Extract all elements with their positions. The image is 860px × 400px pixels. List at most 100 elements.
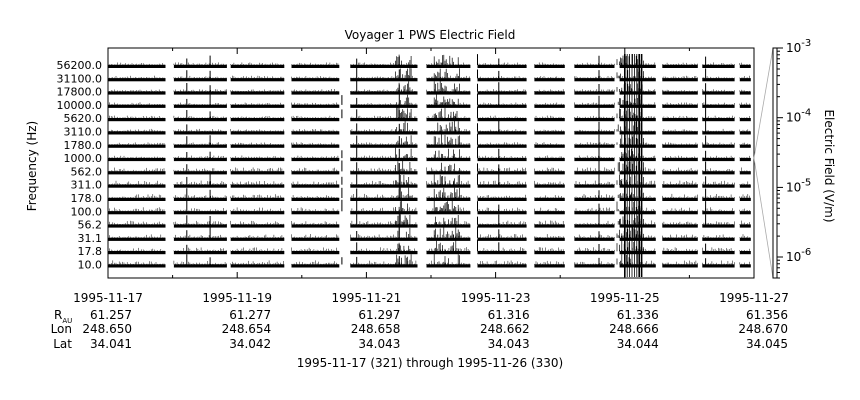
channel-strip (173, 91, 227, 95)
channel-noise (350, 207, 417, 212)
ephem-lat: 34.041 (90, 337, 132, 351)
colorbar-bar (772, 47, 778, 279)
channel-noise (173, 62, 227, 65)
channel-noise (662, 102, 698, 105)
channel-strip (619, 131, 656, 135)
channel-strip (230, 144, 285, 148)
channel-noise (426, 207, 470, 212)
channel-strip (534, 144, 565, 148)
ephem-lat: 34.043 (358, 337, 400, 351)
channel-noise (574, 167, 615, 172)
channel-noise (230, 167, 284, 172)
channel-strip (662, 197, 698, 201)
chart-title: Voyager 1 PWS Electric Field (345, 28, 516, 42)
channel-strip (702, 211, 735, 215)
channel-strip (108, 251, 166, 255)
channel-strip (173, 144, 227, 148)
channel-strip (426, 264, 471, 268)
channel-noise (477, 89, 526, 92)
channel-noise (739, 142, 750, 145)
channel-strip (574, 224, 615, 228)
channel-strip (739, 237, 751, 241)
ephem-rau: 61.297 (358, 308, 400, 322)
channel-strip (108, 91, 166, 95)
channel-strip (534, 237, 565, 241)
channel-noise (477, 62, 526, 65)
channel-strip (477, 157, 527, 162)
channel-noise (291, 247, 339, 252)
channel-noise (426, 233, 470, 238)
channel-strip (574, 64, 615, 68)
channel-strip (619, 264, 656, 268)
channel-strip (477, 184, 527, 188)
channel-strip (350, 171, 418, 175)
channel-strip (108, 197, 166, 201)
channel-noise (107, 155, 165, 159)
channel-noise (173, 220, 227, 225)
channel-strip (173, 264, 227, 268)
ephem-rau: 61.356 (746, 308, 788, 322)
channel-noise (173, 180, 227, 185)
channel-strip (477, 197, 527, 201)
channel-noise (702, 155, 735, 159)
channel-strip (534, 91, 565, 95)
channel-noise (739, 234, 750, 238)
channel-noise (173, 89, 227, 92)
channel-strip (662, 211, 698, 215)
channel-noise (662, 129, 698, 132)
channel-strip (426, 104, 471, 108)
channel-noise (739, 167, 750, 172)
channel-strip (534, 184, 565, 188)
channel-strip (477, 251, 527, 255)
channel-noise (230, 234, 284, 238)
channel-noise (574, 247, 615, 252)
channel-noise (107, 234, 165, 238)
channel-noise (574, 142, 615, 145)
channel-noise (477, 155, 526, 159)
dense-burst (433, 54, 460, 265)
channel-strip (534, 78, 565, 82)
channel-noise (739, 155, 750, 159)
channel-noise (739, 261, 750, 265)
channel-noise (534, 207, 564, 212)
channel-strip (534, 171, 565, 175)
channel-strip (173, 251, 227, 255)
ephem-rau: 61.336 (617, 308, 659, 322)
y-tick-label: 56200.0 (57, 59, 103, 72)
channel-noise (107, 62, 165, 65)
channel-noise (662, 180, 698, 185)
channel-strip (619, 211, 656, 215)
channel-noise (662, 247, 698, 252)
channel-noise (426, 180, 470, 185)
channel-strip (291, 118, 340, 122)
channel-noise (426, 102, 470, 105)
channel-strip (426, 78, 471, 82)
channel-noise (662, 155, 698, 159)
channel-strip (477, 171, 527, 175)
channel-strip (350, 184, 418, 188)
channel-strip (230, 237, 285, 241)
channel-noise (426, 247, 470, 252)
channel-strip (350, 251, 418, 255)
channel-strip (426, 184, 471, 188)
channel-strip (108, 157, 166, 162)
channel-noise (173, 234, 227, 238)
channel-noise (291, 102, 339, 105)
channel-strip (291, 157, 340, 162)
channel-strip (350, 64, 418, 68)
channel-noise (350, 89, 417, 92)
channel-strip (230, 211, 285, 215)
channel-noise (173, 247, 227, 252)
channel-strip (702, 91, 735, 95)
channel-strip (619, 224, 656, 228)
channel-strip (350, 91, 418, 95)
channel-strip (477, 131, 527, 135)
channel-strip (350, 118, 418, 122)
channel-noise (662, 260, 698, 265)
channel-strip (108, 131, 166, 135)
channel-noise (107, 142, 165, 145)
channel-noise (534, 115, 564, 119)
channel-noise (702, 194, 735, 198)
channel-noise (291, 260, 339, 265)
channel-strip (662, 157, 698, 162)
